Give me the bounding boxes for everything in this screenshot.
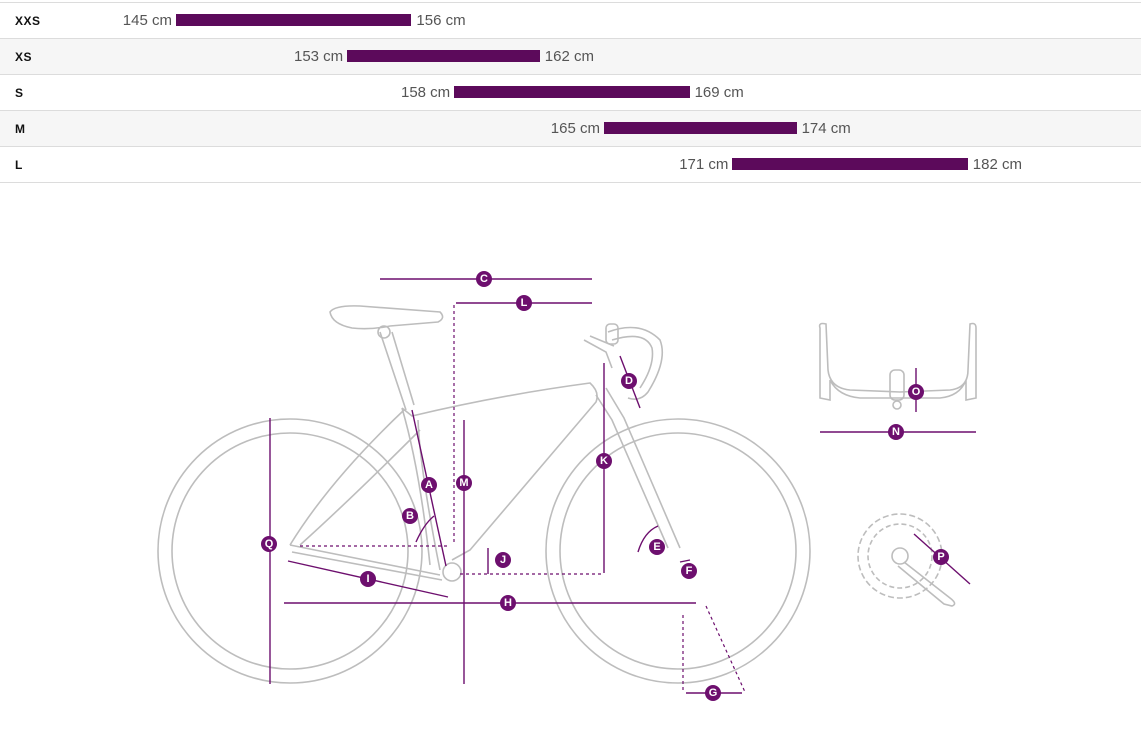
- bike-geometry-diagram: C L D K M A B Q E J F I H G O N P: [157, 271, 977, 701]
- marker-b: B: [402, 508, 418, 524]
- max-height-label: 182 cm: [972, 156, 1022, 173]
- marker-h-label: H: [504, 597, 512, 609]
- marker-e-label: E: [653, 541, 660, 553]
- marker-d: D: [621, 373, 637, 389]
- height-range-bar: [176, 14, 412, 26]
- marker-o: O: [908, 384, 924, 400]
- min-height-label: 171 cm: [679, 156, 729, 173]
- bottom-bracket: [442, 562, 462, 582]
- marker-a-label: A: [425, 479, 433, 491]
- max-height-label: 169 cm: [694, 84, 744, 101]
- size-label: L: [15, 158, 23, 172]
- marker-o-label: O: [912, 386, 921, 398]
- height-range: 153 cm 162 cm: [294, 39, 594, 74]
- height-range: 165 cm 174 cm: [551, 111, 851, 146]
- marker-q-label: Q: [265, 538, 274, 550]
- marker-a: A: [421, 477, 437, 493]
- marker-p: P: [933, 549, 949, 565]
- handlebar-stem-bolt: [892, 400, 902, 410]
- frame-tubes: [289, 382, 598, 571]
- rear-wheel-inner: [171, 432, 409, 670]
- marker-p-label: P: [937, 551, 944, 563]
- size-row: XXS 145 cm 156 cm: [0, 2, 1141, 39]
- marker-m: M: [456, 475, 472, 491]
- size-row: S 158 cm 169 cm: [0, 75, 1141, 111]
- size-row: L 171 cm 182 cm: [0, 147, 1141, 183]
- marker-l-label: L: [521, 297, 528, 309]
- height-range: 158 cm 169 cm: [401, 75, 744, 110]
- chainring-outer: [857, 513, 943, 599]
- measure-g-dash-2: [705, 605, 746, 693]
- size-label: XS: [15, 50, 33, 64]
- crankset-drawing: [857, 513, 971, 607]
- marker-j-label: J: [500, 554, 506, 566]
- height-range: 171 cm 182 cm: [679, 147, 1022, 182]
- marker-l: L: [516, 295, 532, 311]
- marker-n-label: N: [892, 426, 900, 438]
- front-wheel-outer: [545, 418, 811, 684]
- seatpost: [379, 331, 415, 411]
- marker-k-label: K: [600, 455, 608, 467]
- marker-c: C: [476, 271, 492, 287]
- marker-m-label: M: [459, 477, 468, 489]
- markers: C L D K M A B Q E J F I H G O N P: [261, 271, 949, 701]
- bike-frame-drawing: [157, 305, 811, 684]
- marker-n: N: [888, 424, 904, 440]
- size-label: XXS: [15, 14, 41, 28]
- height-range-bar: [732, 158, 968, 170]
- height-range: 145 cm 156 cm: [123, 3, 466, 38]
- saddle: [329, 305, 444, 330]
- marker-d-label: D: [625, 375, 633, 387]
- rear-wheel-outer: [157, 418, 423, 684]
- measure-b-arc: [415, 515, 435, 543]
- measure-f-line: [679, 559, 691, 563]
- size-label: M: [15, 122, 26, 136]
- seat-clamp: [377, 325, 391, 339]
- marker-f: F: [681, 563, 697, 579]
- marker-e: E: [649, 539, 665, 555]
- handlebar-drop: [607, 326, 664, 400]
- chainring-inner: [867, 523, 933, 589]
- marker-q: Q: [261, 536, 277, 552]
- fork: [595, 387, 681, 549]
- stem: [583, 335, 615, 369]
- marker-c-label: C: [480, 273, 488, 285]
- measurement-lines: [269, 278, 746, 694]
- max-height-label: 174 cm: [801, 120, 851, 137]
- marker-g-label: G: [709, 687, 718, 699]
- size-row: M 165 cm 174 cm: [0, 111, 1141, 147]
- size-row: XS 153 cm 162 cm: [0, 39, 1141, 75]
- min-height-label: 165 cm: [550, 120, 600, 137]
- stem-cap: [605, 323, 619, 345]
- handlebar-front-view: [818, 322, 977, 433]
- handlebar-stem: [889, 369, 905, 401]
- max-height-label: 156 cm: [416, 12, 466, 29]
- crank-arm: [897, 561, 956, 607]
- chainstay: [289, 544, 443, 581]
- min-height-label: 153 cm: [293, 48, 344, 65]
- height-range-bar: [347, 50, 540, 62]
- height-range-bar: [604, 122, 797, 134]
- min-height-label: 145 cm: [122, 12, 172, 29]
- marker-j: J: [495, 552, 511, 568]
- marker-i: I: [360, 571, 376, 587]
- marker-h: H: [500, 595, 516, 611]
- marker-k: K: [596, 453, 612, 469]
- crank-axle: [891, 547, 909, 565]
- marker-b-label: B: [406, 510, 414, 522]
- handlebar-front-shape: [818, 322, 977, 401]
- size-chart: XXS 145 cm 156 cm XS 153 cm 162 cm S 158 cm 169 …: [0, 2, 1141, 183]
- front-wheel-inner: [559, 432, 797, 670]
- marker-i-label: I: [366, 573, 369, 585]
- height-range-bar: [454, 86, 690, 98]
- min-height-label: 158 cm: [400, 84, 451, 101]
- marker-f-label: F: [686, 565, 693, 577]
- marker-g: G: [705, 685, 721, 701]
- size-label: S: [15, 86, 24, 100]
- max-height-label: 162 cm: [544, 48, 594, 65]
- measure-e-arc: [637, 525, 659, 553]
